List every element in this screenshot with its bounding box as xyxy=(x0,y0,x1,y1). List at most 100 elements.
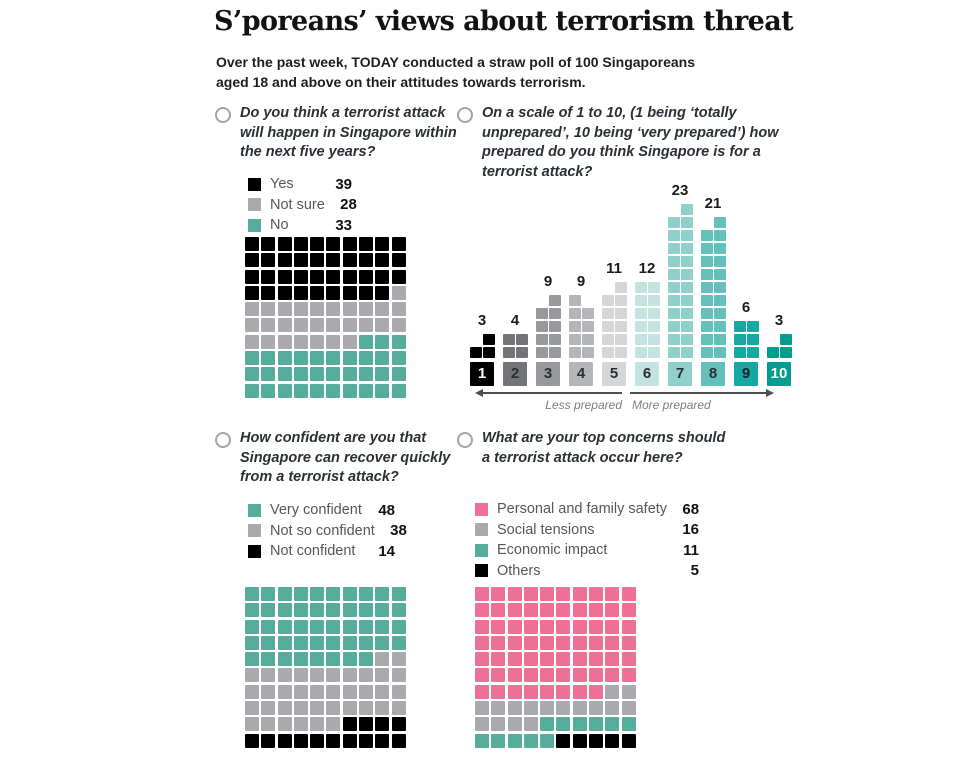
scale-unit-square xyxy=(648,307,660,319)
waffle-cell xyxy=(621,733,636,748)
scale-value-label: 3 xyxy=(477,311,487,329)
waffle-cell xyxy=(310,383,325,398)
scale-unit-square xyxy=(602,346,614,358)
waffle-cell xyxy=(359,302,374,317)
scale-value-label: 4 xyxy=(510,311,520,329)
waffle-cell xyxy=(310,351,325,366)
scale-unit-square xyxy=(668,333,680,345)
waffle-cell xyxy=(375,619,390,634)
waffle-cell xyxy=(326,619,341,634)
scale-unit-square xyxy=(734,346,746,358)
scale-unit-square xyxy=(668,281,680,293)
waffle-cell xyxy=(491,717,506,732)
waffle-cell xyxy=(245,652,259,667)
scale-unit-square xyxy=(483,333,495,345)
waffle-cell xyxy=(310,285,325,300)
waffle-cell xyxy=(605,684,620,699)
panel-recovery-confidence-question: How confident are you that Singapore can… xyxy=(215,429,457,488)
waffle-cell xyxy=(359,253,374,268)
scale-value-label: 11 xyxy=(606,259,622,277)
legend-value: 48 xyxy=(378,501,395,519)
waffle-cell xyxy=(507,619,522,634)
waffle-cell xyxy=(277,237,292,251)
legend-swatch xyxy=(248,524,261,538)
waffle-cell xyxy=(391,383,406,398)
waffle-cell xyxy=(621,619,636,634)
waffle-cell xyxy=(605,668,620,683)
scale-unit-square xyxy=(714,216,726,228)
waffle-cell xyxy=(261,668,276,683)
waffle-cell xyxy=(556,635,571,650)
waffle-cell xyxy=(310,603,325,618)
scale-unit-square xyxy=(714,229,726,241)
scale-unit-square xyxy=(582,307,594,319)
waffle-cell xyxy=(310,587,325,601)
waffle-cell xyxy=(621,717,636,732)
waffle-cell xyxy=(589,733,604,748)
scale-unit-square xyxy=(536,346,548,358)
waffle-cell xyxy=(391,587,406,601)
waffle-cell xyxy=(475,701,489,716)
waffle-cell xyxy=(261,603,276,618)
waffle-cell xyxy=(261,619,276,634)
waffle-cell xyxy=(293,285,308,300)
waffle-cell xyxy=(507,652,522,667)
waffle-cell xyxy=(375,285,390,300)
question-text: What are your top concerns should a terr… xyxy=(482,430,726,466)
waffle-cell xyxy=(491,652,506,667)
legend-value: 11 xyxy=(683,541,699,559)
waffle-cell xyxy=(277,269,292,284)
waffle-cell xyxy=(621,635,636,650)
legend-swatch xyxy=(248,198,261,212)
waffle-cell xyxy=(523,701,538,716)
waffle-cell xyxy=(391,334,406,349)
waffle-cell xyxy=(375,635,390,650)
waffle-cell xyxy=(572,652,587,667)
preparedness-scale-chart: Less prepared More prepared 3 1 4 2 9 3 9 4 11 5 1… xyxy=(462,180,807,425)
waffle-cell xyxy=(261,318,276,333)
waffle-cell xyxy=(245,367,259,382)
waffle-cell xyxy=(310,619,325,634)
waffle-cell xyxy=(342,334,357,349)
waffle-cell xyxy=(277,367,292,382)
scale-value-label: 23 xyxy=(671,181,689,199)
waffle-cell xyxy=(375,603,390,618)
waffle-cell xyxy=(375,733,390,748)
waffle-cell xyxy=(507,701,522,716)
waffle-cell xyxy=(523,717,538,732)
question-bullet-icon xyxy=(457,432,473,448)
waffle-cell xyxy=(556,684,571,699)
legend-label: Economic impact xyxy=(497,542,608,559)
waffle-cell xyxy=(475,717,489,732)
waffle-cell xyxy=(375,351,390,366)
waffle-cell xyxy=(261,367,276,382)
scale-unit-square xyxy=(767,346,779,358)
scale-unit-square xyxy=(714,333,726,345)
waffle-cell xyxy=(342,285,357,300)
scale-axis-number: 2 xyxy=(503,362,527,386)
legend-swatch xyxy=(248,218,261,232)
waffle-cell xyxy=(245,351,259,366)
scale-unit-square xyxy=(635,333,647,345)
waffle-cell xyxy=(326,701,341,716)
waffle-cell xyxy=(261,253,276,268)
waffle-cell xyxy=(326,351,341,366)
scale-axis-number: 7 xyxy=(668,362,692,386)
scale-value-label: 12 xyxy=(638,259,656,277)
waffle-cell xyxy=(621,652,636,667)
waffle-cell xyxy=(475,635,489,650)
scale-unit-square xyxy=(701,229,713,241)
waffle-cell xyxy=(326,253,341,268)
scale-unit-square xyxy=(734,333,746,345)
scale-unit-square xyxy=(582,346,594,358)
waffle-cell xyxy=(326,668,341,683)
scale-unit-square xyxy=(747,333,759,345)
scale-unit-square xyxy=(701,307,713,319)
waffle-cell xyxy=(605,635,620,650)
waffle-cell xyxy=(391,269,406,284)
waffle-cell xyxy=(277,334,292,349)
waffle-cell xyxy=(523,684,538,699)
waffle-cell xyxy=(589,603,604,618)
waffle-cell xyxy=(277,302,292,317)
waffle-cell xyxy=(326,285,341,300)
